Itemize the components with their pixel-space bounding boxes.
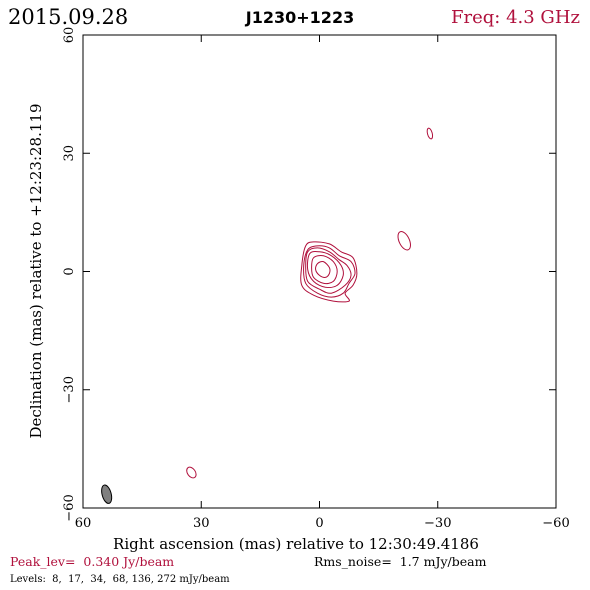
beam-ellipse — [101, 484, 113, 504]
x-tick-label: 0 — [315, 516, 323, 531]
y-tick-label: −60 — [62, 494, 77, 521]
x-tick-label: 30 — [193, 516, 210, 531]
contour-level-8 — [300, 241, 358, 303]
component-contour — [397, 231, 411, 251]
x-tick-label: −60 — [542, 516, 569, 531]
contour-level-34 — [305, 247, 352, 294]
component-contour — [186, 466, 197, 479]
contour-lines — [300, 241, 358, 303]
axis-ticks — [82, 34, 557, 509]
plot-frame — [82, 34, 557, 509]
x-axis-label: Right ascension (mas) relative to 12:30:… — [113, 535, 479, 553]
y-tick-label: −30 — [62, 376, 77, 403]
rms-noise: Rms_noise= 1.7 mJy/beam — [314, 554, 487, 569]
x-tick-label: 60 — [75, 516, 92, 531]
source-name: J1230+1223 — [245, 8, 354, 27]
component-contour — [426, 127, 434, 140]
contour-level-68 — [306, 251, 344, 289]
tick-labels: 60 30 0 −30 −60 −60 −30 0 30 60 — [62, 27, 570, 531]
y-axis-label: Declination (mas) relative to +12:23:28.… — [27, 103, 45, 438]
x-tick-label: −30 — [424, 516, 451, 531]
frequency-label: Freq: 4.3 GHz — [451, 7, 580, 28]
peak-level: Peak_lev= 0.340 Jy/beam — [10, 554, 174, 569]
restoring-beam — [101, 484, 113, 504]
y-tick-label: 0 — [62, 267, 77, 275]
contour-level-272 — [315, 260, 331, 278]
observation-date: 2015.09.28 — [8, 5, 128, 29]
component-contours — [186, 127, 434, 479]
y-tick-label: 60 — [62, 27, 77, 44]
y-tick-label: 30 — [62, 145, 77, 162]
contour-levels: Levels: 8, 17, 34, 68, 136, 272 mJy/beam — [10, 574, 230, 585]
contour-level-17 — [303, 245, 356, 298]
contour-level-136 — [311, 254, 338, 285]
